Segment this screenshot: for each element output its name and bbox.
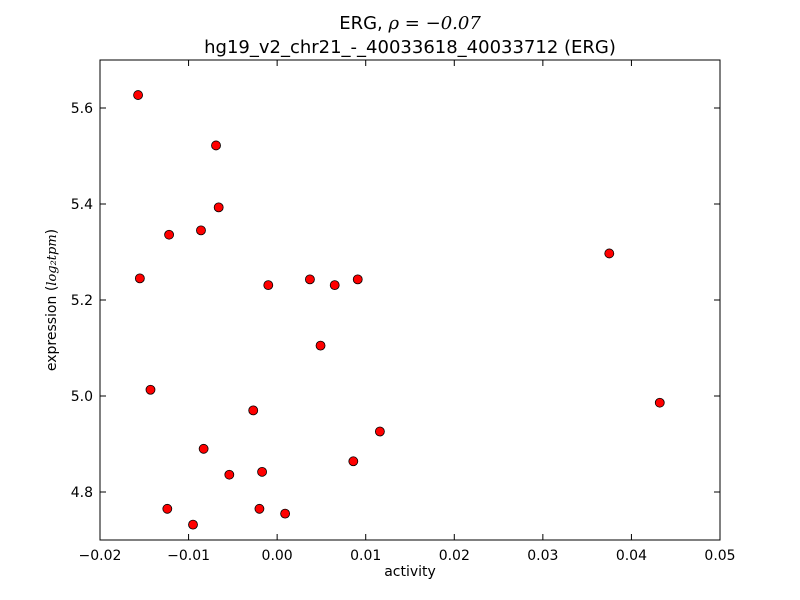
scatter-point: [164, 229, 174, 240]
scatter-point: [257, 466, 267, 477]
scatter-point: [211, 140, 221, 151]
scatter-point: [654, 397, 665, 408]
scatter-point: [224, 469, 235, 480]
scatter-point: [374, 426, 385, 437]
y-axis-label-prefix: expression (: [44, 286, 60, 371]
plot-area: [99, 59, 721, 541]
scatter-point: [198, 443, 209, 454]
axis-tick-labels: −0.02 −0.01 0.00 0.01 0.02 0.03 0.04 0.05 4.8 5.0…: [71, 101, 736, 564]
x-tick-label: −0.02: [79, 548, 122, 564]
chart-title-line1: ERG, ρ = −0.07: [339, 13, 481, 34]
x-tick-label: 0.02: [439, 548, 470, 564]
y-axis-label-math: log₂tpm: [45, 234, 60, 285]
scatter-point: [263, 280, 274, 291]
x-tick-label: 0.01: [350, 548, 381, 564]
axis-ticks: [99, 60, 721, 540]
x-tick-label: 0.00: [262, 548, 293, 564]
y-tick-label: 5.4: [71, 197, 93, 213]
scatter-point: [280, 508, 291, 519]
scatter-point: [196, 225, 206, 236]
x-tick-label: −0.01: [167, 548, 210, 564]
y-axis-label-suffix: ): [44, 229, 60, 234]
y-tick-label: 4.8: [71, 485, 93, 501]
y-tick-label: 5.0: [71, 389, 93, 405]
scatter-point: [162, 503, 173, 514]
data-points: [133, 90, 665, 530]
scatter-point: [188, 519, 198, 530]
scatter-point: [133, 90, 143, 100]
chart-title-prefix: ERG,: [339, 13, 388, 34]
y-axis-label: expression (log₂tpm): [44, 229, 60, 371]
x-tick-label: 0.04: [616, 548, 647, 564]
scatter-point: [134, 273, 145, 284]
x-axis-label: activity: [384, 564, 436, 580]
y-tick-label: 5.2: [71, 293, 93, 309]
scatter-point: [213, 202, 224, 213]
scatter-point: [329, 280, 340, 291]
chart-title-line2: hg19_v2_chr21_-_40033618_40033712 (ERG): [204, 37, 616, 58]
scatter-point: [352, 274, 363, 285]
scatter-point: [348, 456, 359, 467]
scatter-point: [254, 503, 265, 514]
y-tick-label: 5.6: [71, 101, 93, 117]
x-tick-label: 0.03: [527, 548, 558, 564]
scatter-point: [315, 340, 326, 351]
scatter-point: [145, 384, 156, 395]
scatter-point: [604, 248, 615, 259]
x-tick-label: 0.05: [704, 548, 735, 564]
scatter-point: [248, 405, 259, 416]
chart-title-rho: ρ = −0.07: [388, 13, 482, 34]
scatter-point: [305, 274, 315, 285]
